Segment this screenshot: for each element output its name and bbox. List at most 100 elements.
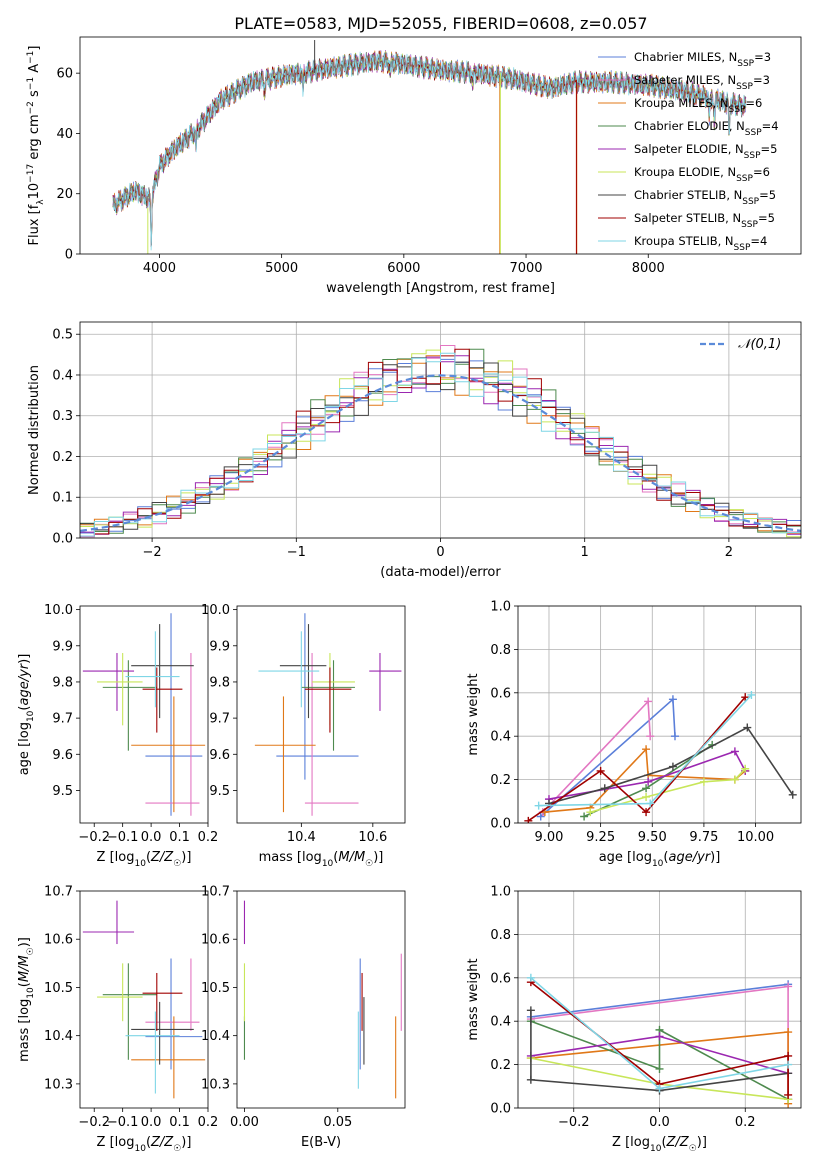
weight-point-kroupa-stelib — [534, 801, 543, 810]
frame-age-vs-Z: −0.2−0.1 0.0 0.1 0.2 9.5 9.6 9.7 9.8 9.9 10.0 Z [l… — [17, 603, 218, 869]
y-tick-label: 0.1 — [52, 491, 73, 506]
x-tick-label: 4000 — [143, 261, 176, 276]
y-tick-label: 0.0 — [490, 817, 511, 832]
x-tick-label: 9.75 — [689, 830, 718, 845]
y-tick-label: 0.4 — [490, 730, 511, 745]
weight-point-salpeter-elodie — [730, 747, 739, 756]
weight-point-chabrier-stelib — [668, 762, 677, 771]
x-axis-label: age [log10(age/yr)] — [599, 850, 721, 869]
y-tick-label: 0.6 — [490, 971, 511, 986]
legend-label-salpeter-stelib: Salpeter STELIB, NSSP=5 — [634, 211, 775, 230]
y-axis-label: Flux [fλ10−17 erg cm−2 s−1 A−1] — [26, 46, 46, 246]
weight-point-kroupa-elodie — [642, 792, 651, 801]
y-axis-label: age [log10(age/yr)] — [17, 654, 36, 776]
axes-spectrum: 4000 5000 6000 7000 8000 0 20 40 60 wavelength [A… — [26, 36, 802, 296]
x-tick-label: 0.1 — [169, 1115, 190, 1130]
weight-point-salpeter-miles — [644, 697, 653, 706]
weight-point-chabrier-stelib — [600, 784, 609, 793]
x-tick-label: 0.1 — [169, 830, 190, 845]
y-tick-label: 0.5 — [52, 328, 73, 343]
frame-weight-vs-Z: −0.2 0.0 0.2 0.0 0.2 0.4 0.6 0.8 1.0 Z [log10(Z/Z… — [466, 885, 802, 1154]
errorbar-salpeter-miles — [145, 653, 200, 816]
x-tick-label: −0.2 — [78, 830, 110, 845]
errorbar-salpeter-stelib — [304, 667, 352, 733]
x-tick-label: −0.2 — [558, 1115, 590, 1130]
weight-point-chabrier-stelib — [788, 790, 797, 799]
y-tick-label: 9.5 — [52, 784, 73, 799]
x-tick-label: −0.1 — [107, 830, 139, 845]
errorbar-salpeter-miles — [304, 653, 359, 816]
x-axis-label: Z [log10(Z/Z☉)] — [97, 850, 192, 869]
weight-point-salpeter-miles — [646, 732, 655, 741]
errorbar-salpeter-miles — [145, 958, 200, 1031]
x-tick-label: 9.50 — [638, 830, 667, 845]
plot-area-spectrum — [112, 40, 747, 254]
frame-age-vs-mass: 10.4 10.6 9.5 9.6 9.7 9.8 9.9 10.0 mass [log10(M… — [201, 603, 406, 869]
weight-point-salpeter-stelib — [741, 693, 750, 702]
y-tick-label: 20 — [56, 187, 73, 202]
weight-line-chabrier-miles — [530, 983, 789, 1018]
errorbar-kroupa-stelib — [258, 631, 320, 708]
y-tick-label: 0.3 — [52, 409, 73, 424]
x-tick-label: 7000 — [509, 261, 542, 276]
weight-line-chabrier-stelib — [530, 1010, 789, 1092]
y-tick-label: 0.4 — [52, 368, 73, 383]
weight-point-kroupa-stelib — [526, 973, 535, 982]
plot-area-weight-vs-Z — [526, 973, 793, 1108]
y-tick-label: 9.5 — [209, 784, 230, 799]
x-tick-label: 2 — [725, 545, 733, 560]
x-axis-label: Z [log10(Z/Z☉)] — [612, 1135, 707, 1154]
x-tick-label: 0.05 — [323, 1115, 352, 1130]
weight-point-salpeter-elodie — [644, 777, 653, 786]
errorbar-kroupa-elodie — [97, 963, 143, 1022]
axes-frame — [79, 890, 209, 1109]
weight-point-chabrier-miles — [670, 732, 679, 741]
x-tick-label: 0.00 — [230, 1115, 259, 1130]
x-tick-label: 0.0 — [141, 830, 162, 845]
y-tick-label: 10.6 — [44, 933, 73, 948]
weight-point-kroupa-miles — [784, 1028, 793, 1037]
frame-mass-vs-ebv: 0.00 0.05 10.3 10.4 10.5 10.6 10.7 E(B-V) — [201, 885, 406, 1150]
errorbar-salpeter-elodie — [82, 900, 135, 945]
y-tick-label: 0.2 — [490, 1058, 511, 1073]
axes-frame — [236, 605, 406, 824]
errorbar-chabrier-stelib — [131, 1001, 194, 1065]
weight-point-kroupa-stelib — [655, 1084, 664, 1093]
errorbar-salpeter-elodie — [369, 653, 402, 711]
histogram-chabrier-stelib — [80, 357, 801, 532]
figure-title: PLATE=0583, MJD=52055, FIBERID=0608, z=0… — [234, 14, 647, 33]
y-tick-label: 0.0 — [490, 1102, 511, 1117]
y-tick-label: 0.0 — [52, 532, 73, 547]
weight-point-chabrier-miles — [536, 812, 545, 821]
spectrum-line-kroupa-stelib — [112, 51, 747, 251]
x-axis-label: E(B-V) — [301, 1135, 341, 1150]
axes-mass-vs-ebv: 0.00 0.05 10.3 10.4 10.5 10.6 10.7 E(B-V) — [201, 885, 406, 1150]
y-tick-label: 10.7 — [44, 885, 73, 900]
weight-point-chabrier-stelib — [743, 723, 752, 732]
frame-spectrum: 4000 5000 6000 7000 8000 0 20 40 60 wavelength [A… — [26, 36, 802, 296]
weight-point-salpeter-stelib — [784, 1051, 793, 1060]
y-tick-label: 9.9 — [52, 639, 73, 654]
x-axis-label: (data-model)/error — [380, 565, 501, 580]
y-tick-label: 10.7 — [201, 885, 230, 900]
legend-label-chabrier-elodie: Chabrier ELODIE, NSSP=4 — [634, 119, 779, 138]
x-tick-label: 5000 — [265, 261, 298, 276]
histogram-salpeter-stelib — [80, 348, 801, 537]
axes-age-vs-Z: −0.2−0.1 0.0 0.1 0.2 9.5 9.6 9.7 9.8 9.9 10.0 Z [l… — [17, 603, 218, 869]
axes-weight-vs-Z: −0.2 0.0 0.2 0.0 0.2 0.4 0.6 0.8 1.0 Z [log10(Z/Z… — [466, 885, 802, 1154]
x-tick-label: 1 — [581, 545, 589, 560]
weight-point-chabrier-elodie — [655, 1064, 664, 1073]
plot-area-age-vs-Z — [82, 613, 206, 816]
y-tick-label: 10.5 — [201, 981, 230, 996]
y-tick-label: 10.6 — [201, 933, 230, 948]
errorbar-chabrier-elodie — [102, 660, 157, 751]
x-tick-label: 0 — [436, 545, 444, 560]
x-tick-label: 8000 — [632, 261, 665, 276]
weight-point-kroupa-stelib — [747, 690, 756, 699]
x-tick-label: 0.0 — [141, 1115, 162, 1130]
y-tick-label: 9.9 — [209, 639, 230, 654]
axes-frame — [79, 36, 802, 255]
plot-area-mass-vs-Z — [82, 900, 206, 1099]
legend-label-kroupa-stelib: Kroupa STELIB, NSSP=4 — [634, 234, 767, 253]
y-tick-label: 10.5 — [44, 981, 73, 996]
